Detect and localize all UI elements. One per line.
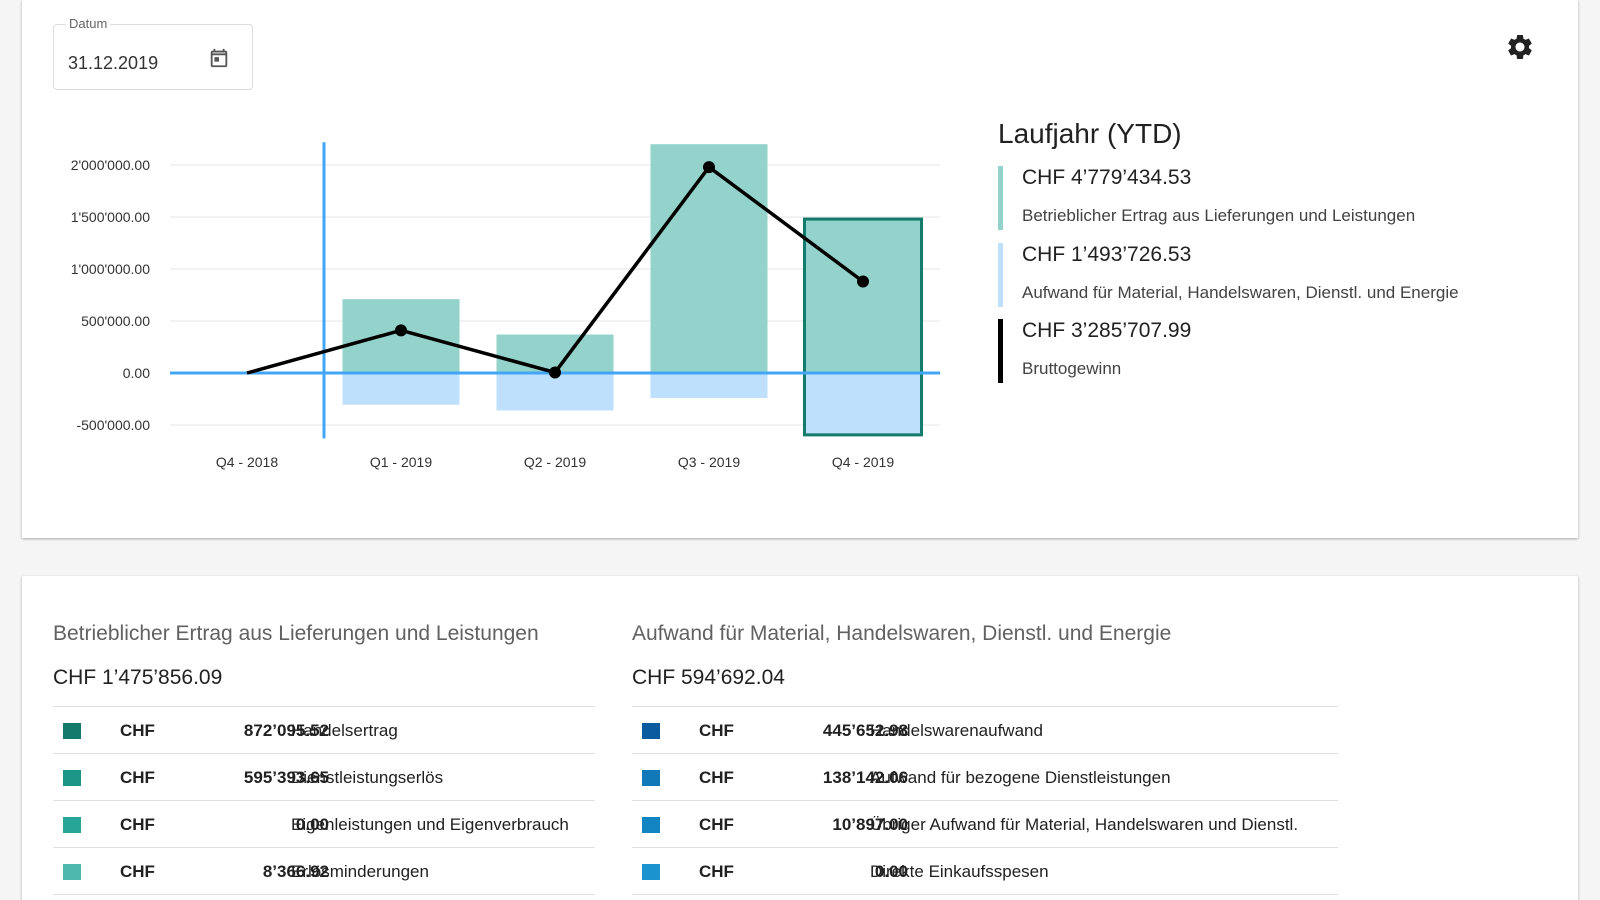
bar-expenses[interactable] xyxy=(342,373,460,405)
x-tick-label: Q4 - 2018 xyxy=(216,454,278,470)
color-swatch xyxy=(63,723,81,739)
gross-profit-point[interactable] xyxy=(549,366,561,379)
account-name: Erlösminderungen xyxy=(291,862,429,881)
amount: 0.00 xyxy=(874,862,908,881)
account-name: Handelsertrag xyxy=(291,721,398,740)
ytd-revenue-amount: CHF 4’779’434.53 xyxy=(1022,166,1192,189)
currency: CHF xyxy=(120,768,155,787)
currency: CHF xyxy=(120,721,155,740)
table-row[interactable]: CHF 595’393.65 Dienstleistungserlös xyxy=(53,754,595,801)
color-swatch xyxy=(63,864,81,880)
amount: 445’652.98 xyxy=(822,721,908,740)
revenue-title: Betrieblicher Ertrag aus Lieferungen und… xyxy=(53,622,539,645)
x-tick-label: Q1 - 2019 xyxy=(370,454,432,470)
currency: CHF xyxy=(699,721,734,740)
color-swatch xyxy=(642,770,660,786)
account-name: Übriger Aufwand für Material, Handelswar… xyxy=(870,815,1299,834)
amount: 872’095.52 xyxy=(243,721,329,740)
color-swatch xyxy=(642,864,660,880)
amount: 10’897.00 xyxy=(832,815,908,834)
amount: 0.00 xyxy=(295,815,329,834)
ytd-expenses-amount: CHF 1’493’726.53 xyxy=(1022,243,1192,266)
bar-expenses[interactable] xyxy=(496,373,614,411)
expenses-section: Aufwand für Material, Handelswaren, Dien… xyxy=(632,622,1338,895)
ytd-title: Laufjahr (YTD) xyxy=(998,118,1182,149)
account-name: Direkte Einkaufsspesen xyxy=(870,862,1049,881)
date-label: Datum xyxy=(66,16,111,31)
currency: CHF xyxy=(699,768,734,787)
amount: 138’142.06 xyxy=(822,768,908,787)
table-row[interactable]: CHF 0.00 Direkte Einkaufsspesen xyxy=(632,848,1338,895)
color-swatch xyxy=(642,723,660,739)
table-row[interactable]: CHF 138’142.06 Aufwand für bezogene Dienst… xyxy=(632,754,1338,801)
table-row[interactable]: CHF 445’652.98 Handelswarenaufwand xyxy=(632,707,1338,754)
account-name: Dienstleistungserlös xyxy=(291,768,444,787)
currency: CHF xyxy=(120,815,155,834)
bar-expenses[interactable] xyxy=(802,371,924,437)
bar-revenue[interactable] xyxy=(650,144,768,373)
color-swatch xyxy=(63,770,81,786)
ytd-item-expenses: CHF 1’493’726.53 Aufwand für Material, H… xyxy=(998,243,1538,307)
expenses-table: CHF 445’652.98 Handelswarenaufwand CHF 138’1… xyxy=(632,706,1338,895)
y-tick-label: 1'000'000.00 xyxy=(71,261,151,277)
ytd-gross-profit-label: Bruttogewinn xyxy=(1022,359,1122,378)
ytd-item-gross-profit: CHF 3’285’707.99 Bruttogewinn xyxy=(998,319,1538,383)
gross-profit-point[interactable] xyxy=(395,324,407,337)
ytd-item-revenue: CHF 4’779’434.53 Betrieblicher Ertrag au… xyxy=(998,166,1538,230)
x-tick-label: Q3 - 2019 xyxy=(678,454,740,470)
x-tick-label: Q4 - 2019 xyxy=(832,454,894,470)
currency: CHF xyxy=(699,862,734,881)
color-swatch xyxy=(642,817,660,833)
account-name: Aufwand für bezogene Dienstleistungen xyxy=(870,768,1171,787)
gross-profit-point[interactable] xyxy=(857,275,869,288)
ytd-expenses-swatch xyxy=(998,243,1003,307)
y-tick-label: 1'500'000.00 xyxy=(71,209,151,225)
table-row[interactable]: CHF 8’366.92 Erlösminderungen xyxy=(53,848,595,895)
ytd-revenue-swatch xyxy=(998,166,1003,230)
expenses-title: Aufwand für Material, Handelswaren, Dien… xyxy=(632,622,1172,645)
account-name: Handelswarenaufwand xyxy=(870,721,1043,740)
revenue-total: CHF 1’475’856.09 xyxy=(53,666,223,689)
table-row[interactable]: CHF 0.00 Eigenleistungen und Eigenverbrauc… xyxy=(53,801,595,848)
calendar-icon[interactable] xyxy=(208,47,230,69)
revenue-table: CHF 872’095.52 Handelsertrag CHF 595’393.65 D… xyxy=(53,706,595,895)
revenue-section: Betrieblicher Ertrag aus Lieferungen und… xyxy=(53,622,595,895)
currency: CHF xyxy=(120,862,155,881)
table-row[interactable]: CHF 10’897.00 Übriger Aufwand für Material… xyxy=(632,801,1338,848)
bar-expenses[interactable] xyxy=(650,373,768,398)
details-card xyxy=(22,576,1578,900)
gross-profit-point[interactable] xyxy=(703,161,715,174)
y-tick-label: 2'000'000.00 xyxy=(71,157,151,173)
date-field[interactable]: Datum 31.12.2019 xyxy=(53,16,253,90)
amount: 595’393.65 xyxy=(243,768,329,787)
y-tick-label: 0.00 xyxy=(123,365,150,381)
ytd-revenue-label: Betrieblicher Ertrag aus Lieferungen und… xyxy=(1022,206,1416,225)
date-value[interactable]: 31.12.2019 xyxy=(68,53,159,73)
currency: CHF xyxy=(699,815,734,834)
gear-icon[interactable] xyxy=(1505,32,1535,62)
ytd-expenses-label: Aufwand für Material, Handelswaren, Dien… xyxy=(1022,283,1459,302)
amount: 8’366.92 xyxy=(262,862,329,881)
ytd-gross-profit-swatch xyxy=(998,319,1003,383)
table-row[interactable]: CHF 872’095.52 Handelsertrag xyxy=(53,707,595,754)
ytd-gross-profit-amount: CHF 3’285’707.99 xyxy=(1022,319,1192,342)
y-tick-label: 500'000.00 xyxy=(81,313,150,329)
account-name: Eigenleistungen und Eigenverbrauch xyxy=(291,815,569,834)
color-swatch xyxy=(63,817,81,833)
bar-revenue[interactable] xyxy=(802,217,924,375)
y-tick-label: -500'000.00 xyxy=(76,417,150,433)
quarterly-chart[interactable]: 2'000'000.00 1'500'000.00 1'000'000.00 500'… xyxy=(40,130,970,490)
x-tick-label: Q2 - 2019 xyxy=(524,454,586,470)
expenses-total: CHF 594’692.04 xyxy=(632,666,785,689)
